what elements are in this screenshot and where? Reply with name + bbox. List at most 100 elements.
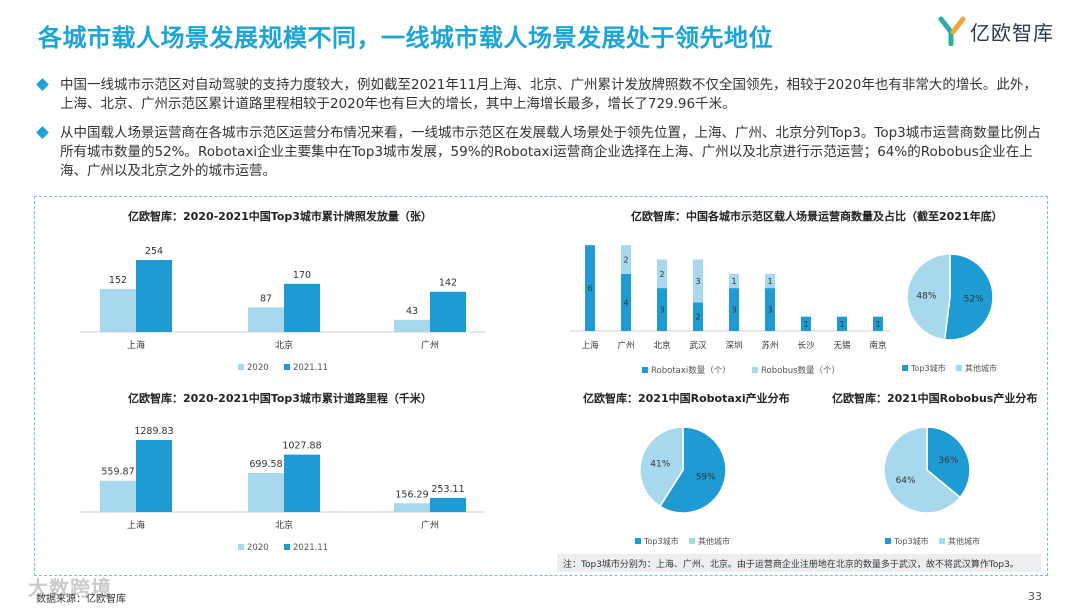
slice-Top3城市	[943, 253, 994, 341]
bar-上海-2021.11	[136, 260, 172, 332]
data-label: 43	[406, 306, 418, 317]
data-label: 3	[659, 306, 664, 315]
data-label: 152	[109, 275, 127, 286]
data-source: 数据来源：亿欧智库	[36, 594, 126, 605]
data-label: 87	[260, 293, 272, 304]
bar-上海-2021.11	[136, 440, 172, 512]
slice-Top3城市	[926, 426, 971, 499]
legend-swatch-Top3城市	[902, 365, 908, 371]
legend-swatch-其他城市	[689, 538, 695, 544]
data-label: 6	[587, 284, 592, 293]
slice-label: 48%	[916, 292, 936, 302]
robobus-share-pie: 36% 64% Top3城市 其他城市	[883, 426, 980, 546]
bar-广州-2021.11	[430, 497, 466, 512]
tick-label-苏州: 苏州	[761, 340, 778, 351]
slice-label: 64%	[896, 476, 916, 486]
tick-label-上海: 上海	[581, 340, 599, 351]
paragraph-1: 中国一线城市示范区对自动驾驶的支持力度较大，例如截至2021年11月上海、北京、…	[36, 76, 1050, 114]
data-label: 1027.88	[282, 441, 321, 452]
data-label: 142	[439, 278, 457, 289]
licenses-chart: 152 254 上海 87 170 北京 43 142 广州 2020 2021.11	[80, 246, 485, 373]
bar-广州-Robotaxi数量（个）	[621, 273, 631, 331]
page-number: 33	[1028, 590, 1042, 603]
slice-label: 59%	[696, 473, 716, 483]
bullet-diamond-icon	[36, 126, 49, 139]
data-label: 4	[623, 298, 628, 307]
bar-北京-2021.11	[284, 454, 320, 512]
watermark: 大数跨境	[28, 576, 112, 600]
tick-label-广州: 广州	[421, 519, 439, 531]
legend-label-Top3城市: Top3城市	[893, 536, 929, 546]
tick-label-长沙: 长沙	[797, 340, 815, 351]
legend-label-其他城市: 其他城市	[948, 536, 980, 546]
bar-北京-Robobus数量（个）	[657, 259, 667, 289]
data-label: 2	[623, 256, 628, 265]
legend-swatch-其他城市	[956, 365, 962, 371]
data-label: 559.87	[101, 467, 134, 478]
tick-label-北京: 北京	[653, 340, 670, 351]
legend-label-其他城市: 其他城市	[698, 536, 730, 546]
brand-name: 亿欧智库	[970, 20, 1054, 45]
bar-南京-Robotaxi数量（个）	[873, 316, 883, 331]
operators-chart-title: 亿欧智库：中国各城市示范区载人场景运营商数量及占比（截至2021年底）	[631, 210, 1003, 223]
robotaxi-share-pie: 59% 41% Top3城市 其他城市	[635, 426, 730, 546]
mileage-chart-title: 亿欧智库：2020-2021中国Top3城市累计道路里程（千米）	[128, 392, 432, 405]
robotaxi-chart-title: 亿欧智库：2021中国Robotaxi产业分布	[583, 392, 790, 405]
data-label: 1	[875, 320, 880, 329]
legend-label-Robotaxi数量（个）: Robotaxi数量（个）	[651, 365, 731, 376]
bar-长沙-Robotaxi数量（个）	[801, 316, 811, 331]
paragraph-1-text: 中国一线城市示范区对自动驾驶的支持力度较大，例如截至2021年11月上海、北京、…	[60, 77, 1037, 112]
data-label: 170	[293, 270, 311, 281]
tick-label-北京: 北京	[275, 519, 293, 531]
legend-swatch-Robobus数量（个）	[752, 367, 758, 373]
legend-label-其他城市: 其他城市	[965, 363, 997, 373]
legend-swatch-2021.11	[284, 544, 290, 550]
footnote: 注：Top3城市分别为：上海、广州、北京。由于运营商企业注册地在北京的数量多于武…	[557, 554, 1041, 572]
data-label: 3	[695, 277, 700, 286]
legend-label-2020: 2020	[247, 543, 269, 553]
bar-无锡-Robotaxi数量（个）	[837, 316, 847, 331]
legend-swatch-2020	[238, 364, 244, 370]
data-label: 699.58	[249, 459, 282, 470]
data-label: 253.11	[431, 484, 464, 495]
legend-swatch-Robotaxi数量（个）	[642, 367, 648, 373]
legend-label-2021.11: 2021.11	[293, 363, 328, 373]
legend-swatch-2021.11	[284, 364, 290, 370]
legend-swatch-Top3城市	[635, 538, 641, 544]
licenses-chart-title: 亿欧智库：2020-2021中国Top3城市累计牌照发放量（张）	[128, 210, 432, 223]
bar-广州-2021.11	[430, 291, 466, 332]
slice-其他城市	[906, 253, 951, 341]
operator-share-pie: 52% 48% Top3城市 其他城市	[902, 253, 997, 373]
brand-logo: 亿欧智库	[938, 14, 1068, 48]
bar-上海-2020	[100, 480, 136, 512]
slice-其他城市	[883, 426, 962, 514]
tick-label-武汉: 武汉	[689, 340, 707, 351]
bar-苏州-Robobus数量（个）	[765, 273, 775, 289]
legend-label-Top3城市: Top3城市	[910, 363, 946, 373]
bar-上海-2020	[100, 288, 136, 332]
tick-label-上海: 上海	[127, 519, 145, 531]
bar-广州-2020	[394, 319, 430, 332]
tick-label-南京: 南京	[869, 340, 886, 351]
robobus-chart-title: 亿欧智库：2021中国Robobus产业分布	[832, 392, 1038, 405]
data-label: 3	[731, 306, 736, 315]
tick-label-北京: 北京	[275, 339, 293, 351]
page-title: 各城市载人场景发展规模不同，一线城市载人场景发展处于领先地位	[38, 24, 773, 52]
bar-广州-Robobus数量（个）	[621, 245, 631, 274]
legend-swatch-其他城市	[939, 538, 945, 544]
data-label: 2	[695, 313, 700, 322]
bar-广州-2020	[394, 503, 430, 512]
bar-武汉-Robotaxi数量（个）	[693, 302, 703, 331]
legend-swatch-2020	[238, 544, 244, 550]
data-label: 1	[767, 277, 772, 286]
bar-苏州-Robotaxi数量（个）	[765, 288, 775, 331]
legend-label-Top3城市: Top3城市	[643, 536, 679, 546]
data-label: 1289.83	[134, 426, 173, 437]
legend-label-2020: 2020	[247, 363, 269, 373]
data-label: 1	[731, 277, 736, 286]
data-label: 254	[145, 246, 163, 257]
bar-深圳-Robobus数量（个）	[729, 273, 739, 289]
legend-swatch-Top3城市	[885, 538, 891, 544]
tick-label-深圳: 深圳	[725, 340, 742, 351]
